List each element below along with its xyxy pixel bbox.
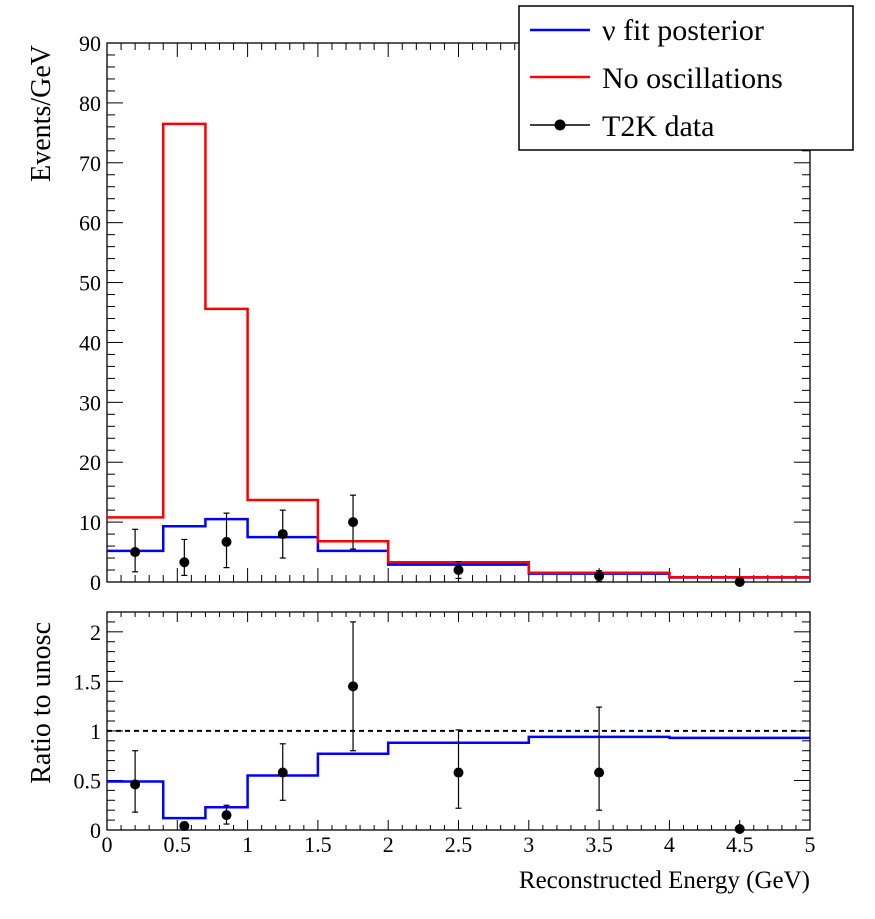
- x-tick-label: 4: [664, 832, 675, 857]
- top-y-tick-label: 60: [79, 211, 101, 236]
- bottom-y-axis-label: Ratio to unosc: [26, 622, 57, 784]
- x-tick-label: 3.5: [585, 832, 613, 857]
- top-data-point: [277, 529, 288, 540]
- top-data-point: [594, 571, 605, 582]
- top-y-tick-label: 30: [79, 390, 101, 415]
- top-y-tick-label: 50: [79, 271, 101, 296]
- bottom-y-tick-label: 1.5: [74, 669, 102, 694]
- bottom-data-point: [277, 767, 288, 778]
- top-y-tick-label: 70: [79, 151, 101, 176]
- top-series-no-oscillations: [107, 122, 810, 579]
- x-tick-label: 2: [383, 832, 394, 857]
- legend-swatch-data-marker: [554, 119, 566, 131]
- bottom-data-point: [453, 767, 464, 778]
- x-tick-label: 2.5: [445, 832, 473, 857]
- bottom-y-tick-label: 1: [90, 719, 101, 744]
- top-y-tick-label: 20: [79, 450, 101, 475]
- top-data-point: [734, 577, 745, 587]
- x-tick-label: 5: [805, 832, 816, 857]
- top-y-axis-label: Events/GeV: [26, 45, 57, 182]
- legend-label-no-oscillations: No oscillations: [602, 62, 783, 95]
- x-tick-label: 4.5: [726, 832, 754, 857]
- top-data-point: [130, 547, 141, 558]
- top-data-point: [348, 517, 359, 528]
- x-axis-label: Reconstructed Energy (GeV): [519, 867, 810, 894]
- top-data-point: [179, 557, 190, 568]
- bottom-y-tick-label: 0.5: [74, 768, 102, 793]
- x-tick-label: 3: [523, 832, 534, 857]
- top-panel: 0 10 20 30 40 50 60 70 80 90: [79, 31, 811, 595]
- bottom-data-point: [734, 824, 745, 835]
- bottom-data-point: [221, 810, 232, 821]
- bottom-data-point: [594, 767, 605, 778]
- bottom-panel: 0 0.5 1 1.5 2 0 0.5 1 1.5 2 2.5 3 3.5 4 4.5 5: [74, 611, 816, 857]
- bottom-data-point: [179, 821, 190, 832]
- x-tick-label: 0: [102, 832, 113, 857]
- legend-label-posterior: ν fit posterior: [602, 14, 764, 47]
- top-data-point: [453, 565, 464, 576]
- bottom-y-tick-label: 2: [90, 620, 101, 645]
- x-tick-label: 1.5: [304, 832, 332, 857]
- legend: ν fit posterior No oscillations T2K data: [518, 5, 854, 151]
- top-y-tick-label: 10: [79, 510, 101, 535]
- top-data-point: [221, 536, 232, 547]
- x-tick-label: 1: [242, 832, 253, 857]
- top-y-tick-label: 90: [79, 31, 101, 56]
- bottom-data-point: [348, 681, 359, 692]
- x-tick-label: 0.5: [164, 832, 192, 857]
- top-y-tick-label: 40: [79, 330, 101, 355]
- top-y-tick-label: 80: [79, 91, 101, 116]
- bottom-data-point: [130, 779, 141, 790]
- legend-label-data: T2K data: [602, 110, 714, 143]
- bottom-y-tick-label: 0: [90, 818, 101, 843]
- top-y-tick-label: 0: [90, 570, 101, 595]
